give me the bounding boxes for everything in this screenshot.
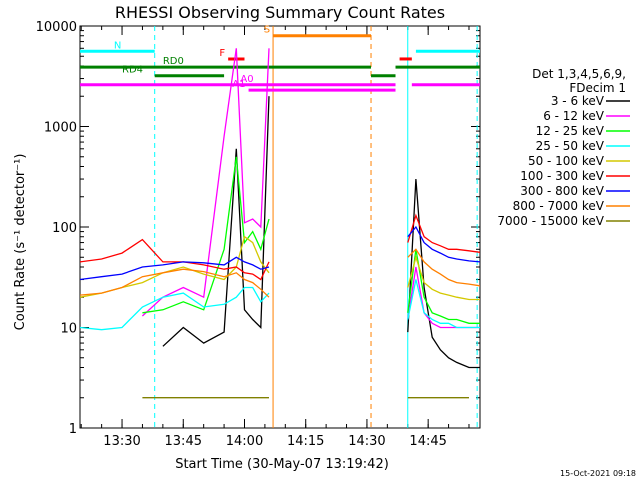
flag-label-rd0: RD0 (163, 56, 184, 67)
footer-timestamp: 15-Oct-2021 09:18 (560, 469, 636, 478)
legend-label: 800 - 7000 keV (513, 199, 605, 213)
flag-label-a1: A1 (232, 79, 245, 90)
series-line-1 (162, 96, 480, 369)
series-line-4 (80, 279, 480, 331)
x-tick-label: 14:30 (348, 434, 385, 449)
y-tick-label: 10000 (36, 20, 77, 35)
flag-label-rd4: RD4 (122, 65, 143, 76)
legend-label: 7000 - 15000 keV (497, 214, 604, 228)
y-tick-label: 100 (52, 221, 77, 236)
legend-label: 3 - 6 keV (551, 94, 605, 108)
x-axis-label: Start Time (30-May-07 13:19:42) (175, 457, 389, 472)
legend-header: Det 1,3,4,5,6,9, FDecim 1 (532, 67, 626, 95)
flag-label-f: F (219, 48, 225, 59)
flag-label-n: N (114, 40, 121, 51)
y-tick-label: 1000 (44, 121, 77, 136)
series-line-7 (80, 225, 480, 281)
legend-header-line-1: Det 1,3,4,5,6,9, (532, 67, 626, 81)
legend-header-line-2: FDecim 1 (569, 81, 626, 95)
plot-area: 1 10 100 1000 10000 13:30 13:45 14:00 14:15 14:30… (36, 20, 481, 449)
x-tick-label: 14:45 (409, 434, 446, 449)
legend-label: 6 - 12 keV (543, 109, 605, 123)
legend-label: 100 - 300 keV (520, 169, 604, 183)
x-tick-label: 14:00 (226, 434, 263, 449)
x-tick-label: 14:15 (287, 434, 324, 449)
legend-label: 12 - 25 keV (536, 124, 605, 138)
x-tick-label: 13:30 (103, 434, 140, 449)
legend-label: 300 - 800 keV (520, 184, 604, 198)
flag-label-s: S (264, 25, 270, 36)
legend-label: 25 - 50 keV (536, 139, 605, 153)
flag-label-a0: A0 (240, 74, 253, 85)
x-tick-label: 13:45 (165, 434, 202, 449)
legend-label: 50 - 100 keV (528, 154, 605, 168)
chart-title: RHESSI Observing Summary Count Rates (115, 3, 445, 22)
y-tick-label: 10 (60, 322, 77, 337)
series-line-6 (80, 213, 480, 281)
y-tick-label: 1 (69, 422, 77, 437)
series-line-8 (80, 248, 480, 298)
y-axis-label: Count Rate (s⁻¹ detector⁻¹) (13, 154, 28, 331)
